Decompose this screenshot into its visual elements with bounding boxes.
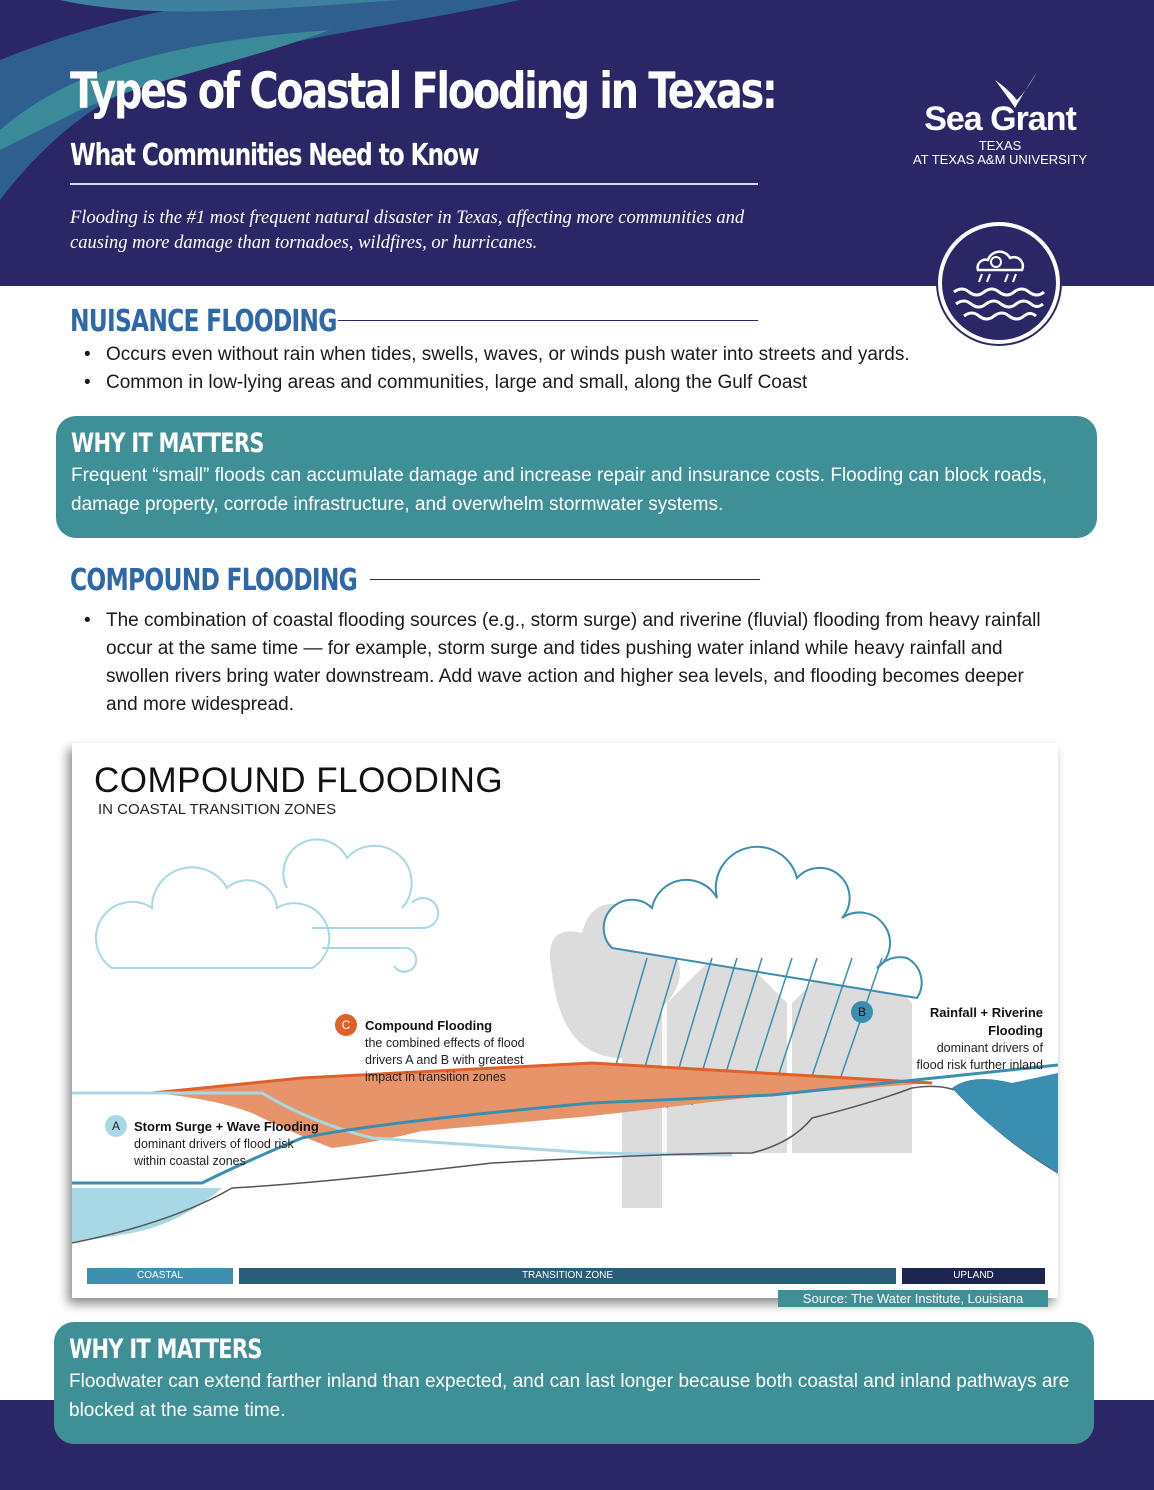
why-it-matters-box: WHY IT MATTERS Floodwater can extend far… bbox=[54, 1322, 1094, 1444]
heading-rule bbox=[338, 320, 758, 321]
coastal-water bbox=[72, 1188, 222, 1243]
sea-grant-logo: Sea Grant TEXAS AT TEXAS A&M UNIVERSITY bbox=[905, 70, 1095, 167]
nuisance-heading: NUISANCE FLOODING bbox=[70, 304, 337, 339]
diagram-illustration bbox=[72, 838, 1058, 1244]
label-b-badge: B bbox=[851, 1001, 873, 1023]
page-title: Types of Coastal Flooding in Texas: bbox=[70, 62, 778, 120]
cloud-icon bbox=[94, 838, 440, 973]
header-banner: Types of Coastal Flooding in Texas: What… bbox=[0, 0, 1154, 286]
label-a-badge: A bbox=[105, 1115, 127, 1137]
label-a: Storm Surge + Wave Flooding dominant driv… bbox=[134, 1119, 319, 1168]
wave-decoration bbox=[0, 0, 520, 200]
why-it-matters-box: WHY IT MATTERS Frequent “small” floods c… bbox=[56, 416, 1097, 538]
why-text: Floodwater can extend farther inland tha… bbox=[69, 1371, 1070, 1421]
bird-icon bbox=[995, 72, 1037, 108]
diagram-title: COMPOUND FLOODING bbox=[94, 761, 504, 800]
zone-coastal: COASTAL bbox=[87, 1268, 233, 1284]
page-subtitle: What Communities Need to Know bbox=[70, 138, 479, 173]
rain-cloud-icon bbox=[602, 845, 923, 1000]
nuisance-bullets: Occurs even without rain when tides, swe… bbox=[84, 341, 910, 397]
heading-rule bbox=[370, 579, 760, 580]
source-credit: Source: The Water Institute, Louisiana bbox=[778, 1290, 1048, 1307]
compound-bullets: The combination of coastal flooding sour… bbox=[84, 607, 1054, 719]
river-water-line bbox=[72, 1063, 1058, 1185]
rain-lines bbox=[601, 957, 883, 1114]
why-text: Frequent “small” floods can accumulate d… bbox=[71, 465, 1047, 515]
diagram-subtitle: IN COASTAL TRANSITION ZONES bbox=[98, 801, 337, 818]
compound-heading: COMPOUND FLOODING bbox=[70, 563, 358, 598]
storm-cloud-waves-icon bbox=[938, 222, 1060, 344]
zone-upland: UPLAND bbox=[902, 1268, 1045, 1284]
list-item: The combination of coastal flooding sour… bbox=[84, 607, 1054, 719]
intro-text: Flooding is the #1 most frequent natural… bbox=[70, 208, 745, 253]
label-c: Compound Flooding the combined effects of… bbox=[365, 1018, 525, 1084]
compound-flooding-diagram: COMPOUND FLOODING IN COASTAL TRANSITION … bbox=[72, 743, 1058, 1298]
label-b: Rainfall + Riverine Flooding dominant dri… bbox=[916, 1005, 1043, 1072]
why-heading: WHY IT MATTERS bbox=[71, 428, 264, 459]
compound-flood-area bbox=[152, 1063, 932, 1148]
list-item: Common in low-lying areas and communitie… bbox=[84, 369, 910, 397]
zone-transition: TRANSITION ZONE bbox=[239, 1268, 896, 1284]
arrow-icon bbox=[982, 1092, 1019, 1105]
title-divider bbox=[70, 183, 758, 185]
ground-profile bbox=[72, 1085, 1058, 1244]
list-item: Occurs even without rain when tides, swe… bbox=[84, 341, 910, 369]
why-heading: WHY IT MATTERS bbox=[69, 1334, 262, 1365]
label-c-badge: C bbox=[335, 1014, 357, 1036]
